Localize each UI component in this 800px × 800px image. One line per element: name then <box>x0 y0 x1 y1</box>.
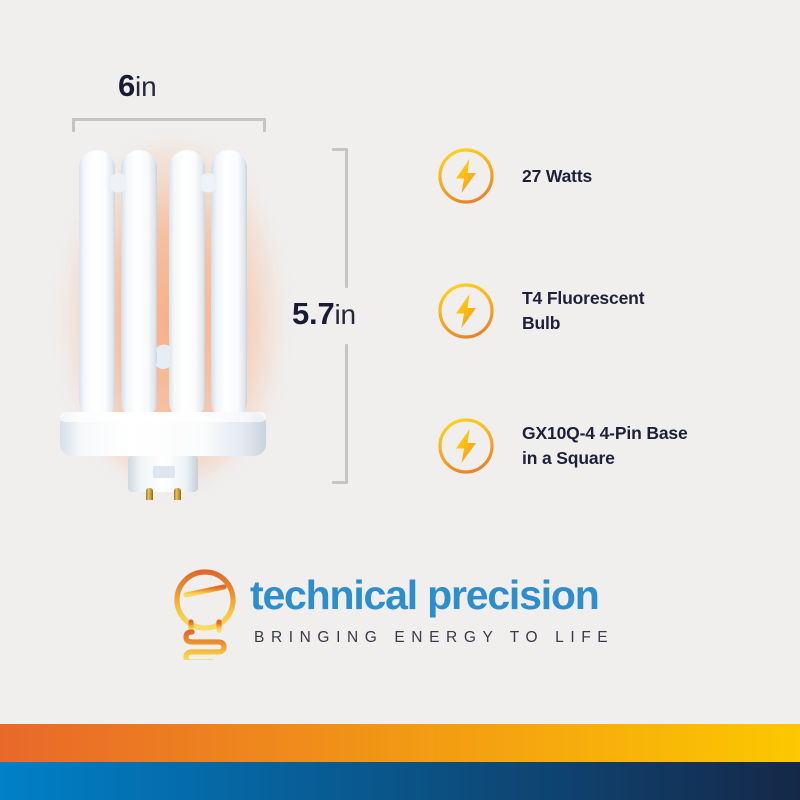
lightning-bolt-icon <box>436 146 496 206</box>
feature-label: 27 Watts <box>522 164 592 189</box>
height-bracket-bar-bottom <box>345 344 348 484</box>
height-bracket-tick-top <box>332 148 348 151</box>
width-dimension-value: 6 <box>118 68 136 103</box>
footer-bar-blue <box>0 762 800 800</box>
height-dimension-value: 5.7 <box>292 296 335 331</box>
feature-line: GX10Q-4 4-Pin Base <box>522 423 688 444</box>
feature-item: GX10Q-4 4-Pin Base in a Square <box>436 416 786 476</box>
width-bracket-tick-left <box>72 118 75 132</box>
feature-item: T4 Fluorescent Bulb <box>436 281 786 341</box>
width-dimension-unit: in <box>135 71 157 102</box>
height-bracket-tick-bottom <box>332 481 348 484</box>
feature-label: GX10Q-4 4-Pin Base in a Square <box>522 421 688 471</box>
height-dimension-bracket <box>332 148 348 484</box>
feature-item: 27 Watts <box>436 146 786 206</box>
logo-wordmark: technical precision <box>250 572 600 618</box>
feature-line: T4 Fluorescent <box>522 288 645 309</box>
footer-bar-orange <box>0 724 800 762</box>
height-dimension-label: 5.7in <box>292 296 356 332</box>
width-bracket-tick-right <box>263 118 266 132</box>
feature-line: Bulb <box>522 313 561 333</box>
height-dimension-unit: in <box>334 299 357 330</box>
height-bracket-bar-top <box>345 148 348 288</box>
width-dimension-bracket <box>72 118 266 132</box>
logo-tagline: BRINGING ENERGY TO LIFE <box>254 629 615 646</box>
bulb-top-bridges <box>111 173 215 193</box>
product-bulb-image <box>52 130 292 500</box>
lightning-bolt-icon <box>436 281 496 341</box>
lightning-bolt-icon <box>436 416 496 476</box>
bulb-center-bridge <box>156 344 171 369</box>
bulb-tubes <box>79 150 247 420</box>
bulb-base-flange <box>60 412 266 456</box>
width-bracket-bar <box>72 118 266 121</box>
feature-label: T4 Fluorescent Bulb <box>522 286 645 336</box>
brand-logo: technical precision BRINGING ENERGY TO L… <box>168 562 638 666</box>
bulb-pins <box>146 488 181 500</box>
bulb-illustration <box>60 150 266 500</box>
width-dimension-label: 6in <box>118 68 157 104</box>
bulb-neck-notch <box>153 466 175 478</box>
lightbulb-t-logo-icon <box>174 569 236 660</box>
feature-line: in a Square <box>522 448 615 468</box>
feature-line: 27 Watts <box>522 165 593 186</box>
